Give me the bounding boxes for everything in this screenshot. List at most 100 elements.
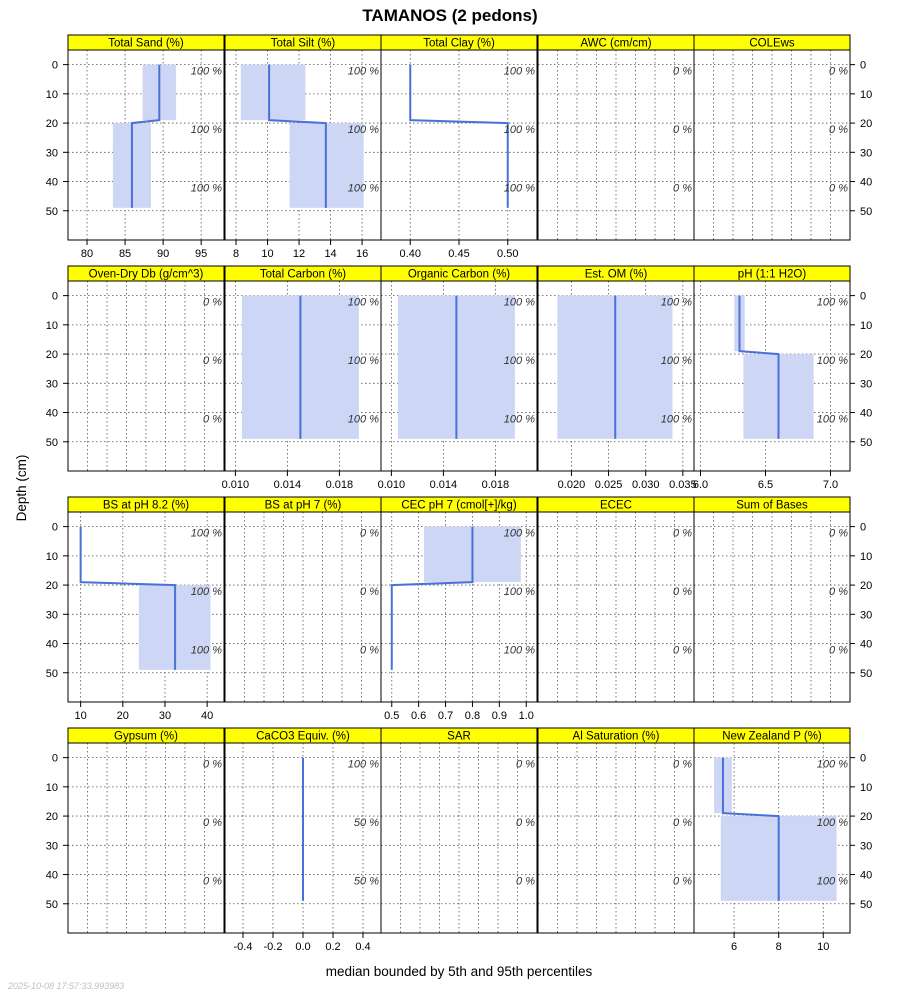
panel-4: COLEws 0 % 0 % 0 % (693, 34, 851, 241)
panel-strip-label: Total Silt (%) (271, 38, 336, 50)
median-line (268, 64, 327, 208)
y-tick-label-right: 20 (860, 811, 872, 823)
x-tick-label: 0.4 (355, 941, 370, 953)
panel-14: Sum of Bases 0 % 0 % 0 % (693, 496, 851, 703)
panel-10: BS at pH 8.2 (%) 100 % 100 % 100 % 10 20 30 40 (67, 496, 225, 722)
panel-strip-label: Sum of Bases (736, 500, 808, 512)
panel-8: Est. OM (%) 100 % 100 % 100 % 0.020 0.025 0.03… (537, 265, 697, 491)
y-tick-label-left: 10 (46, 782, 58, 794)
y-tick-label-left: 40 (46, 639, 58, 651)
percent-label: 100 % (348, 124, 379, 136)
y-tick-label-right: 40 (860, 639, 872, 651)
x-tick-label: 6.0 (693, 479, 708, 491)
percent-label: 0 % (673, 817, 692, 829)
panel-16: CaCO3 Equiv. (%) 100 % 50 % 50 % -0.4 -0.2 0.0… (224, 727, 382, 953)
panel-strip-label: Total Clay (%) (423, 38, 495, 50)
x-tick-label: 0.45 (448, 248, 469, 260)
x-tick-label: 0.0 (295, 941, 310, 953)
panel-0: Total Sand (%) 100 % 100 % 100 % 80 85 90 95 (67, 34, 225, 260)
percent-label: 0 % (203, 817, 222, 829)
y-tick-label-left: 50 (46, 206, 58, 218)
percent-label: 0 % (829, 586, 848, 598)
percentile-band (240, 64, 306, 121)
panel-19: New Zealand P (%) 100 % 100 % 100 % 6 8 10 (693, 727, 851, 953)
y-tick-label-left: 50 (46, 899, 58, 911)
y-tick-label-right: 50 (860, 206, 872, 218)
percent-label: 100 % (348, 297, 379, 309)
percent-label: 100 % (817, 817, 848, 829)
percent-label: 100 % (504, 124, 535, 136)
x-tick-label: 85 (119, 248, 131, 260)
y-tick-label-left: 0 (52, 753, 58, 765)
panel-border (380, 511, 538, 703)
x-tick-label: 0.40 (400, 248, 421, 260)
x-tick-label: 0.014 (430, 479, 458, 491)
median-line (721, 757, 780, 901)
panel-strip-label: Oven-Dry Db (g/cm^3) (89, 269, 204, 281)
y-tick-label-right: 10 (860, 320, 872, 332)
panel-border (380, 280, 538, 472)
x-tick-label: 0.018 (482, 479, 510, 491)
panel-strip-label: AWC (cm/cm) (580, 38, 651, 50)
percent-label: 100 % (661, 355, 692, 367)
x-tick-label: 30 (159, 710, 171, 722)
y-tick-label-right: 10 (860, 782, 872, 794)
y-tick-label-right: 30 (860, 609, 872, 621)
median-line (79, 526, 177, 670)
chart-title: TAMANOS (2 pedons) (362, 6, 537, 25)
x-tick-label: 0.50 (497, 248, 518, 260)
panel-6: Total Carbon (%) 100 % 100 % 100 % 0.010 0.01… (222, 265, 382, 491)
percent-label: 100 % (191, 645, 222, 657)
y-tick-label-right: 40 (860, 408, 872, 420)
y-tick-label-right: 20 (860, 118, 872, 130)
percent-label: 100 % (661, 414, 692, 426)
panel-17: SAR 0 % 0 % 0 % (380, 727, 538, 934)
y-tick-label-left: 40 (46, 870, 58, 882)
percent-label: 100 % (348, 759, 379, 771)
y-tick-label-right: 0 (860, 60, 866, 72)
median-line (390, 526, 474, 670)
y-tick-label-right: 30 (860, 840, 872, 852)
percent-label: 100 % (817, 759, 848, 771)
y-tick-label-right: 50 (860, 437, 872, 449)
y-tick-label-right: 10 (860, 89, 872, 101)
panel-strip-label: BS at pH 7 (%) (265, 500, 342, 512)
percent-label: 0 % (673, 759, 692, 771)
median-line (130, 64, 161, 208)
y-tick-label-left: 20 (46, 811, 58, 823)
x-tick-label: 6 (731, 941, 737, 953)
panel-1: Total Silt (%) 100 % 100 % 100 % 8 10 12 14 16 (224, 34, 382, 260)
percent-label: 100 % (348, 66, 379, 78)
percent-label: 100 % (348, 355, 379, 367)
percent-label: 0 % (829, 183, 848, 195)
percent-label: 0 % (673, 66, 692, 78)
median-line (738, 295, 780, 439)
percent-label: 0 % (673, 586, 692, 598)
x-tick-label: 10 (261, 248, 273, 260)
panel-strip-label: New Zealand P (%) (722, 731, 822, 743)
x-tick-label: 10 (75, 710, 87, 722)
x-tick-label: 20 (117, 710, 129, 722)
y-tick-label-left: 40 (46, 408, 58, 420)
x-tick-label: 0.8 (465, 710, 480, 722)
percent-label: 100 % (504, 586, 535, 598)
percent-label: 100 % (661, 297, 692, 309)
x-tick-label: 80 (81, 248, 93, 260)
x-tick-label: 0.9 (492, 710, 507, 722)
y-tick-label-right: 0 (860, 753, 866, 765)
y-tick-label-left: 0 (52, 291, 58, 303)
y-tick-label-left: 10 (46, 551, 58, 563)
panel-border (693, 280, 851, 472)
percent-label: 0 % (203, 759, 222, 771)
panel-13: ECEC 0 % 0 % 0 % (537, 496, 695, 703)
panel-7: Organic Carbon (%) 100 % 100 % 100 % 0.010 0.… (378, 265, 538, 491)
y-tick-label-left: 10 (46, 320, 58, 332)
panel-strip-label: COLEws (749, 38, 795, 50)
panel-border (67, 742, 225, 934)
median-line (409, 64, 509, 208)
x-axis-label: median bounded by 5th and 95th percentil… (326, 964, 593, 979)
percent-label: 0 % (516, 759, 535, 771)
x-tick-label: 14 (324, 248, 336, 260)
panel-strip-label: SAR (447, 731, 471, 743)
